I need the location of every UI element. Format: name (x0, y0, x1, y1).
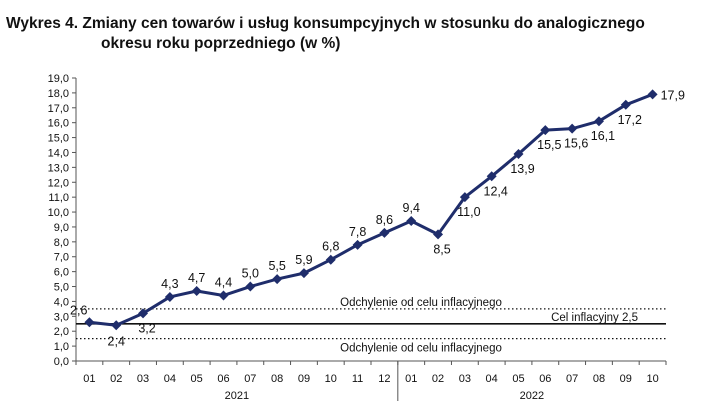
x-tick-label: 02 (110, 373, 122, 385)
y-tick-label: 9,0 (54, 222, 69, 234)
data-label: 7,8 (349, 225, 366, 239)
x-tick-label: 06 (539, 373, 551, 385)
deviation-line-label: Odchylenie od celu inflacyjnego (340, 343, 502, 355)
y-tick-label: 7,0 (54, 252, 69, 264)
y-tick-label: 19,0 (48, 73, 69, 85)
y-tick-label: 5,0 (54, 282, 69, 294)
data-label: 8,6 (376, 213, 393, 227)
y-tick-label: 15,0 (48, 133, 69, 145)
data-point (111, 320, 122, 331)
data-label: 15,6 (564, 137, 588, 151)
x-tick-label: 06 (217, 373, 229, 385)
x-tick-label: 05 (512, 373, 524, 385)
data-point (593, 116, 604, 127)
y-tick-label: 0,0 (54, 356, 69, 368)
y-tick-label: 4,0 (54, 296, 69, 308)
y-tick-label: 12,0 (48, 177, 69, 189)
data-label: 17,2 (618, 113, 642, 127)
y-tick-label: 6,0 (54, 267, 69, 279)
target-line-label: Cel inflacyjny 2,5 (551, 312, 638, 324)
x-tick-label: 03 (137, 373, 149, 385)
data-label: 2,4 (108, 334, 125, 348)
data-label: 11,0 (457, 205, 480, 219)
data-label: 15,5 (537, 138, 561, 152)
x-tick-label: 05 (191, 373, 203, 385)
data-label: 5,9 (295, 253, 312, 267)
x-tick-label: 07 (566, 373, 578, 385)
y-tick-label: 3,0 (54, 311, 69, 323)
data-label: 4,7 (188, 271, 205, 285)
data-point (272, 274, 283, 285)
data-label: 2,6 (70, 303, 87, 317)
y-tick-label: 13,0 (48, 162, 69, 174)
data-point (513, 148, 524, 159)
x-tick-label: 09 (298, 373, 310, 385)
data-point (138, 308, 149, 319)
y-tick-label: 16,0 (48, 118, 69, 130)
x-tick-label: 01 (83, 373, 95, 385)
data-point (84, 317, 95, 328)
data-point (325, 254, 336, 265)
x-tick-label: 10 (646, 373, 658, 385)
data-point (433, 229, 444, 240)
x-tick-label: 03 (459, 373, 471, 385)
data-point (379, 227, 390, 238)
data-label: 4,4 (215, 275, 232, 289)
data-label: 3,2 (138, 321, 155, 335)
x-tick-label: 04 (164, 373, 176, 385)
x-tick-label: 07 (244, 373, 256, 385)
x-tick-label: 08 (271, 373, 283, 385)
x-tick-label: 09 (620, 373, 632, 385)
data-label: 6,8 (322, 240, 339, 254)
data-point (298, 268, 309, 279)
data-label: 5,0 (242, 267, 259, 281)
x-tick-label: 11 (352, 373, 363, 385)
y-tick-label: 18,0 (48, 88, 69, 100)
data-point (486, 171, 497, 182)
data-point (164, 291, 175, 302)
data-point (218, 290, 229, 301)
data-label: 17,9 (661, 88, 685, 102)
y-tick-label: 10,0 (48, 207, 69, 219)
data-point (191, 285, 202, 296)
y-tick-label: 8,0 (54, 237, 69, 249)
y-tick-label: 2,0 (54, 326, 69, 338)
data-point (406, 215, 417, 226)
data-point (352, 239, 363, 250)
deviation-line-label: Odchylenie od celu inflacyjnego (340, 297, 502, 309)
chart-title: Wykres 4. Zmiany cen towarów i usług kon… (6, 14, 706, 54)
y-tick-label: 17,0 (48, 103, 69, 115)
data-label: 4,3 (161, 277, 178, 291)
x-tick-label: 04 (486, 373, 498, 385)
data-label: 12,4 (484, 184, 508, 198)
y-tick-label: 1,0 (54, 341, 69, 353)
data-point (245, 281, 256, 292)
data-label: 9,4 (403, 201, 420, 215)
data-label: 16,1 (591, 129, 615, 143)
data-point (647, 89, 658, 100)
x-tick-label: 08 (593, 373, 605, 385)
data-point (459, 192, 470, 203)
x-tick-label: 12 (378, 373, 390, 385)
chart-title-line2: okresu roku poprzedniego (w %) (101, 35, 341, 52)
y-tick-label: 11,0 (48, 192, 69, 204)
chart-title-line1: Wykres 4. Zmiany cen towarów i usług kon… (6, 15, 645, 32)
data-label: 8,5 (433, 242, 450, 256)
year-label: 2022 (520, 390, 544, 402)
year-label: 2021 (225, 390, 249, 402)
data-point (620, 99, 631, 110)
x-tick-label: 02 (432, 373, 444, 385)
data-point (540, 125, 551, 136)
x-tick-label: 01 (405, 373, 417, 385)
data-label: 13,9 (510, 162, 534, 176)
data-label: 5,5 (268, 259, 285, 273)
series-line (89, 92, 654, 327)
data-point (567, 123, 578, 134)
x-tick-label: 10 (325, 373, 337, 385)
y-tick-label: 14,0 (48, 147, 69, 159)
